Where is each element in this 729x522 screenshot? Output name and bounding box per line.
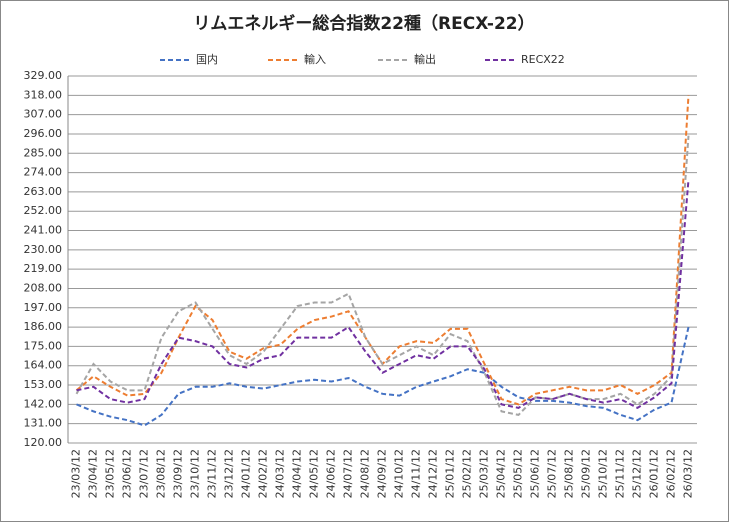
series-line bbox=[75, 135, 690, 416]
x-tick-label: 24/08/12 bbox=[359, 449, 372, 498]
x-tick-label: 24/10/12 bbox=[393, 449, 406, 498]
x-tick-label: 26/03/12 bbox=[682, 449, 695, 498]
x-tick-label: 25/08/12 bbox=[563, 449, 576, 498]
x-tick-label: 25/04/12 bbox=[495, 449, 508, 498]
x-tick-label: 26/01/12 bbox=[648, 449, 661, 498]
x-tick-label: 24/03/12 bbox=[274, 449, 287, 498]
x-tick-label: 25/02/12 bbox=[461, 449, 474, 498]
x-tick-label: 26/02/12 bbox=[665, 449, 678, 498]
y-tick-label: 208.00 bbox=[24, 281, 63, 294]
y-tick-label: 186.00 bbox=[24, 320, 63, 333]
x-tick-label: 24/02/12 bbox=[257, 449, 270, 498]
x-tick-label: 25/01/12 bbox=[444, 449, 457, 498]
y-tick-label: 285.00 bbox=[24, 146, 63, 159]
legend-label: RECX22 bbox=[521, 53, 565, 66]
y-tick-label: 274.00 bbox=[24, 166, 63, 179]
x-tick-label: 23/12/12 bbox=[223, 449, 236, 498]
x-tick-label: 24/01/12 bbox=[240, 449, 253, 498]
x-tick-label: 23/05/12 bbox=[104, 449, 117, 498]
y-tick-label: 230.00 bbox=[24, 243, 63, 256]
y-tick-label: 252.00 bbox=[24, 204, 63, 217]
x-tick-label: 25/12/12 bbox=[631, 449, 644, 498]
y-tick-label: 175.00 bbox=[24, 339, 63, 352]
x-tick-label: 23/03/12 bbox=[70, 449, 83, 498]
y-tick-label: 219.00 bbox=[24, 262, 63, 275]
x-tick-label: 24/09/12 bbox=[376, 449, 389, 498]
y-tick-label: 296.00 bbox=[24, 127, 63, 140]
x-tick-label: 25/09/12 bbox=[580, 449, 593, 498]
x-tick-label: 25/03/12 bbox=[478, 449, 491, 498]
series-line bbox=[76, 326, 690, 427]
series-line bbox=[76, 179, 690, 410]
x-tick-label: 24/07/12 bbox=[342, 449, 355, 498]
y-tick-label: 142.00 bbox=[24, 397, 63, 410]
legend-label: 国内 bbox=[196, 52, 218, 66]
chart-title: リムエネルギー総合指数22種（RECX-22） bbox=[193, 13, 534, 34]
x-tick-label: 24/12/12 bbox=[427, 449, 440, 498]
x-tick-label: 25/06/12 bbox=[529, 449, 542, 498]
y-tick-label: 241.00 bbox=[24, 224, 63, 237]
y-tick-label: 153.00 bbox=[24, 378, 63, 391]
x-tick-label: 24/11/12 bbox=[410, 449, 423, 498]
legend-label: 輸出 bbox=[414, 52, 436, 66]
x-tick-label: 23/08/12 bbox=[155, 449, 168, 498]
y-tick-label: 164.00 bbox=[24, 359, 63, 372]
x-tick-label: 25/07/12 bbox=[546, 449, 559, 498]
y-tick-label: 197.00 bbox=[24, 301, 63, 314]
x-tick-label: 23/10/12 bbox=[189, 449, 202, 498]
x-tick-label: 25/10/12 bbox=[597, 449, 610, 498]
y-tick-label: 329.00 bbox=[24, 69, 63, 82]
x-tick-label: 24/06/12 bbox=[325, 449, 338, 498]
x-tick-label: 23/09/12 bbox=[172, 449, 185, 498]
x-tick-label: 23/06/12 bbox=[121, 449, 134, 498]
x-tick-label: 25/11/12 bbox=[614, 449, 627, 498]
legend-label: 輸入 bbox=[304, 52, 326, 66]
x-tick-label: 24/04/12 bbox=[291, 449, 304, 498]
x-tick-label: 23/07/12 bbox=[138, 449, 151, 498]
y-tick-label: 318.00 bbox=[24, 88, 63, 101]
y-tick-label: 307.00 bbox=[24, 108, 63, 121]
y-tick-label: 120.00 bbox=[24, 436, 63, 449]
x-tick-label: 24/05/12 bbox=[308, 449, 321, 498]
y-tick-label: 263.00 bbox=[24, 185, 63, 198]
y-tick-label: 131.00 bbox=[24, 417, 63, 430]
x-tick-label: 23/11/12 bbox=[206, 449, 219, 498]
x-tick-label: 25/05/12 bbox=[512, 449, 525, 498]
x-tick-label: 23/04/12 bbox=[87, 449, 100, 498]
